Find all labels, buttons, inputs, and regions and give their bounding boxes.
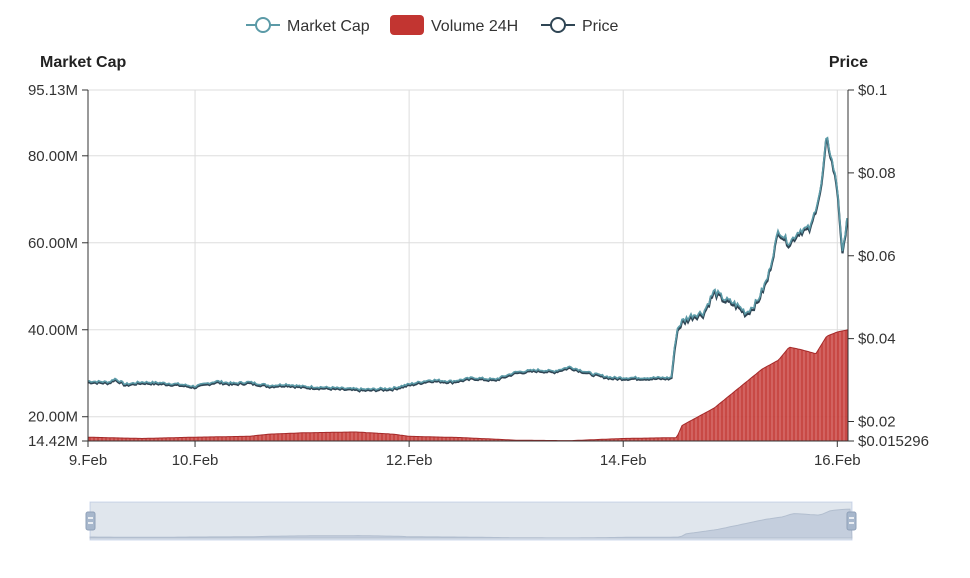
left-axis-title: Market Cap bbox=[40, 54, 126, 71]
left-tick-label: 20.00M bbox=[28, 409, 78, 426]
right-tick-label: $0.06 bbox=[858, 248, 896, 265]
x-tick-label: 9.Feb bbox=[69, 452, 107, 469]
legend-label: Volume 24H bbox=[431, 18, 518, 35]
right-tick-label: $0.02 bbox=[858, 414, 896, 431]
x-tick-label: 16.Feb bbox=[814, 452, 861, 469]
legend-item-market-cap[interactable]: Market Cap bbox=[246, 17, 370, 35]
x-tick-label: 10.Feb bbox=[172, 452, 219, 469]
zoom-handle-left[interactable] bbox=[85, 511, 96, 531]
legend-label: Market Cap bbox=[287, 18, 370, 35]
legend-item-volume[interactable]: Volume 24H bbox=[390, 15, 518, 35]
left-tick-label: 60.00M bbox=[28, 235, 78, 252]
left-tick-label: 14.42M bbox=[28, 433, 78, 450]
right-axis-title: Price bbox=[829, 54, 868, 71]
line-series bbox=[87, 136, 849, 393]
legend-circle-icon bbox=[550, 17, 566, 33]
right-tick-label: $0.015296 bbox=[858, 433, 929, 450]
legend-label: Price bbox=[582, 18, 619, 35]
zoom-handle-right[interactable] bbox=[846, 511, 857, 531]
volume-outline bbox=[88, 329, 849, 442]
left-tick-label: 80.00M bbox=[28, 148, 78, 165]
zoom-preview-area bbox=[89, 508, 853, 539]
legend-rect-icon bbox=[390, 15, 424, 35]
grid bbox=[88, 89, 848, 442]
market-cap-line bbox=[87, 136, 848, 392]
left-tick-label: 95.13M bbox=[28, 82, 78, 99]
right-tick-label: $0.08 bbox=[858, 165, 896, 182]
right-tick-label: $0.1 bbox=[858, 82, 887, 99]
legend[interactable]: Market Cap Volume 24H Price bbox=[246, 15, 619, 35]
x-tick-label: 12.Feb bbox=[386, 452, 433, 469]
data-zoom-slider[interactable] bbox=[85, 501, 857, 541]
zoom-selection[interactable] bbox=[90, 502, 852, 540]
x-tick-label: 14.Feb bbox=[600, 452, 647, 469]
price-line bbox=[87, 138, 849, 393]
legend-item-price[interactable]: Price bbox=[541, 17, 619, 35]
right-tick-label: $0.04 bbox=[858, 331, 896, 348]
axes: 14.42M 20.00M 40.00M 60.00M 80.00M 95.13M 9.Fe… bbox=[28, 82, 929, 469]
left-tick-label: 40.00M bbox=[28, 322, 78, 339]
volume-series bbox=[87, 329, 849, 442]
legend-circle-icon bbox=[255, 17, 271, 33]
